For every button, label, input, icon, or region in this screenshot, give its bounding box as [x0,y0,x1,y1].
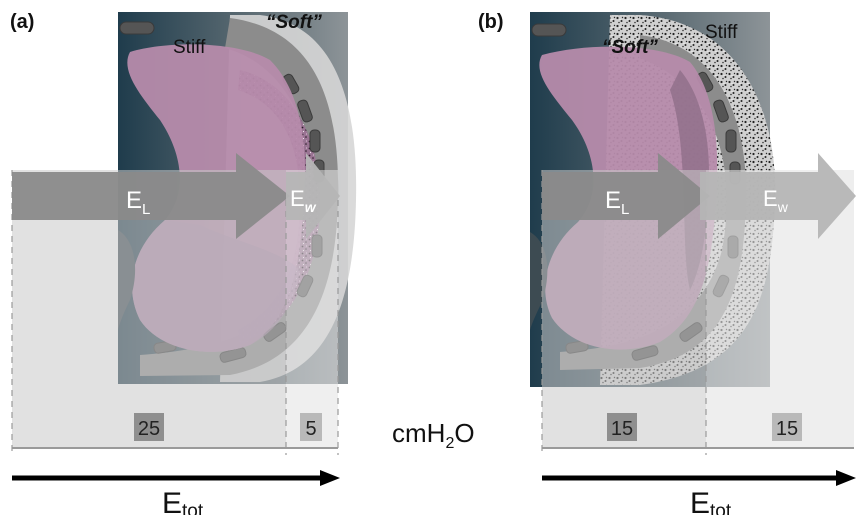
panel-b-wall-value-box [772,413,802,441]
panel-a-wall-value: 5 [305,418,316,440]
panel-a-total-label: Etot [162,487,204,515]
panel-a-wall-value-box [300,413,322,441]
panel-a-lung-elastance-arrow [12,153,290,239]
panel-b-wall-stiffness-label: Stiff [705,22,738,43]
panel-b-wall-arrow-label: Ew [763,186,789,215]
panel-a-wall-elastance-arrow [286,153,340,239]
panel-b-wall-elastance-arrow [700,153,856,239]
panel-a-wall-arrow-label: Ew [290,186,317,215]
panel-b-total-label: Etot [690,487,732,515]
panel-a: EL Ew 25 5 Etot (a) Stiff “Soft” [10,11,357,515]
panel-b: EL Ew 15 15 Etot (b) “Soft” Stiff [478,11,856,515]
panel-b-lung-stiffness-label: “Soft” [602,37,658,58]
panel-b-lung-arrow-label: EL [605,187,629,218]
panel-a-lung-value: 25 [138,418,160,440]
panel-a-lung-value-box [134,413,164,441]
panel-b-lung-value-box [607,413,637,441]
panel-b-wall-value: 15 [776,418,798,440]
panel-b-lung-value: 15 [611,418,633,440]
panel-a-total-arrow-head [320,470,340,486]
panel-b-label: (b) [478,11,504,33]
panel-a-wall-stiffness-label: “Soft” [266,12,322,33]
panel-a-lung-arrow-label: EL [126,187,150,218]
pressure-unit-label: cmH2O [392,418,475,452]
panel-b-total-arrow-head [836,470,856,486]
panel-a-label: (a) [10,11,34,33]
panel-b-lung-elastance-arrow [542,153,710,239]
panel-a-lung-stiffness-label: Stiff [173,37,206,58]
